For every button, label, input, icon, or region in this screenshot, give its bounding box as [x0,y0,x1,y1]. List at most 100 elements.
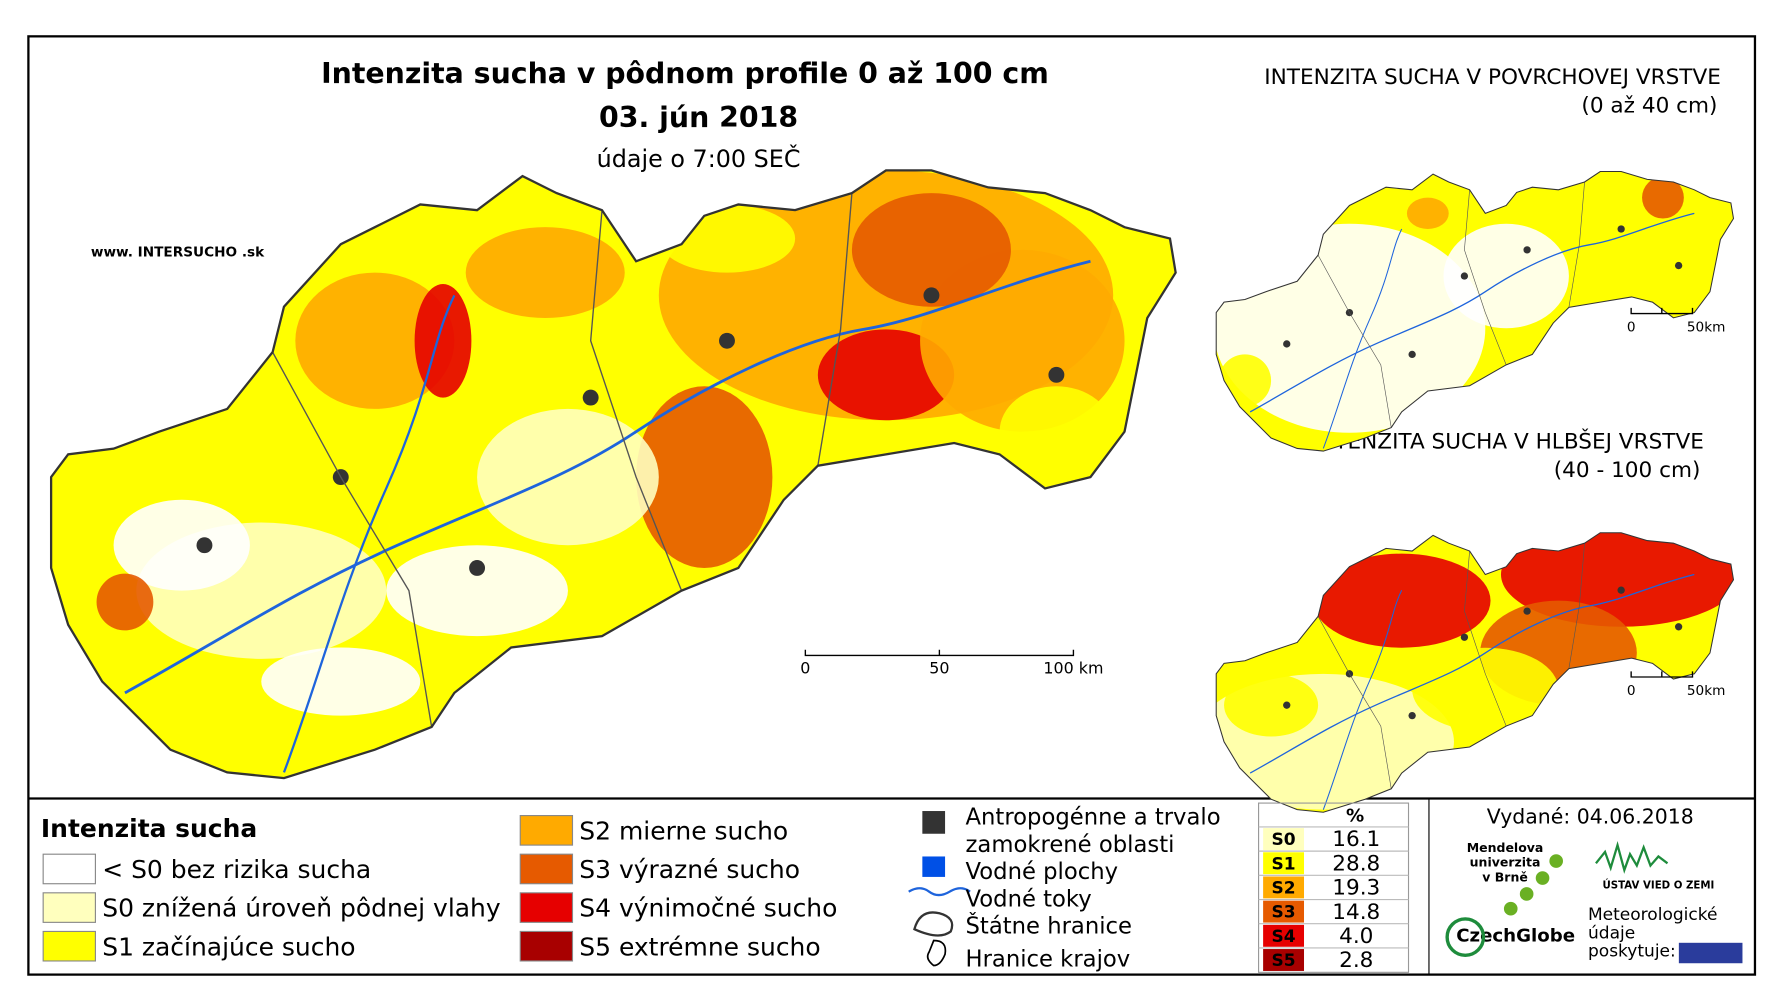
drought-patch [1412,647,1559,732]
scale-label: 0 [1627,320,1636,336]
table-class-cell [1263,924,1305,947]
town [923,287,940,304]
symbol-label: Vodné toky [966,886,1092,912]
symbol-state-border [913,911,954,937]
river [1322,589,1403,810]
frame [27,35,1757,976]
table-class: S0 [1272,830,1296,850]
partner-mendel: Mendelova [1467,840,1544,855]
legend-label: S1 začínajúce sucho [102,932,355,961]
scale-label: 100 km [1043,659,1103,678]
town [1283,701,1291,709]
town [1460,272,1469,280]
logo-dot [1503,901,1518,916]
legend-swatch [42,930,96,962]
table-percent: 14.8 [1332,900,1380,925]
scale-label: 0 [1627,683,1636,699]
legend-swatch [42,892,96,923]
table-class: S1 [1272,854,1296,874]
table-header: % [1346,805,1364,826]
table-percent: 4.0 [1339,924,1373,949]
river [1249,212,1695,413]
river [1249,573,1695,774]
partner-czechglobe: CzechGlobe [1456,926,1575,947]
town [582,389,599,406]
legend-label: S3 výrazné sucho [579,855,800,884]
drought-patch [1312,553,1491,648]
inset-subtitle: (40 - 100 cm) [1554,458,1701,483]
table-class: S5 [1272,951,1296,971]
scale-bar [804,649,1075,657]
slovakia-map [49,169,1177,780]
legend-label: S4 výnimočné sucho [579,894,837,923]
table-percent: 2.8 [1339,948,1373,973]
scale-label: 50 [929,659,949,678]
symbol-label: Vodné plochy [966,859,1119,885]
legend-label: < S0 bez rizika sucha [102,855,371,884]
symbol-river [908,887,971,897]
symbol-label: Hranice krajov [966,947,1131,973]
town [1617,225,1625,233]
town [719,332,735,349]
town [1460,633,1469,641]
slovakia-map [1215,170,1735,452]
drought-patch [465,227,625,319]
symbol-label: Antropogénne a trvalo [966,805,1221,831]
town [1617,586,1625,594]
drought-patch [851,193,1011,307]
symbol-region-border [926,939,947,967]
drought-patch [477,408,659,546]
region-border [1317,181,1585,428]
drought-patch [1218,354,1272,407]
drought-patch [817,329,955,421]
town [469,559,486,576]
table-percent: 16.1 [1332,827,1380,852]
partner-meteo: údaje [1588,923,1635,943]
legend-label: S2 mierne sucho [579,816,788,845]
symbol-water [922,856,946,877]
legend-label: S0 znížená úroveň pôdnej vlahy [102,894,501,923]
drought-patch [386,545,568,637]
table-class-cell [1263,828,1305,850]
partner-mendel: univerzita [1470,855,1541,870]
drought-areas [1216,176,1716,449]
river [282,294,456,773]
table-class: S2 [1272,878,1296,898]
table-class: S4 [1272,927,1296,947]
symbol-label: zamokrené oblasti [966,832,1175,858]
logo-dot [1549,854,1563,868]
inset-subtitle: (0 až 40 cm) [1581,93,1717,118]
inset-title: INTENZITA SUCHA V POVRCHOVEJ VRSTVE [1264,65,1721,90]
website: www. INTERSUCHO .sk [91,245,265,261]
scale-label: 50km [1687,320,1726,336]
maps: 0 50 100 km 0 50km 0 50km [49,169,1735,813]
logo-dot [1535,871,1550,885]
legend-swatch [519,853,574,885]
logo-dot [1519,887,1534,901]
partner-meteo: Meteorologické [1588,905,1717,925]
river [124,259,1091,695]
partner-ustav: ÚSTAV VIED O ZEMI [1602,878,1714,891]
drought-patch [999,386,1114,478]
scale-bar [1630,671,1694,678]
scale-label: 0 [800,659,810,678]
partner-meteo: poskytuje: [1588,941,1676,961]
title: Intenzita sucha v pôdnom profile 0 až 10… [321,57,1049,90]
drought-patch [295,272,455,409]
drought-patch [1642,176,1684,219]
legend-swatch [42,853,96,885]
note: údaje o 7:00 SEČ [597,145,801,173]
region-border [272,193,853,728]
partner-mendel: v Brně [1482,869,1528,884]
drought-patch [1406,197,1449,229]
scale-label: 50km [1687,683,1726,699]
town [1048,366,1065,383]
town [1408,350,1416,359]
legend-swatch [519,930,574,962]
legend-title: Intenzita sucha [41,814,257,843]
region-border [1317,543,1585,789]
table-class-cell [1263,852,1305,875]
drought-areas [96,170,1125,773]
drought-patch [1558,181,1716,266]
